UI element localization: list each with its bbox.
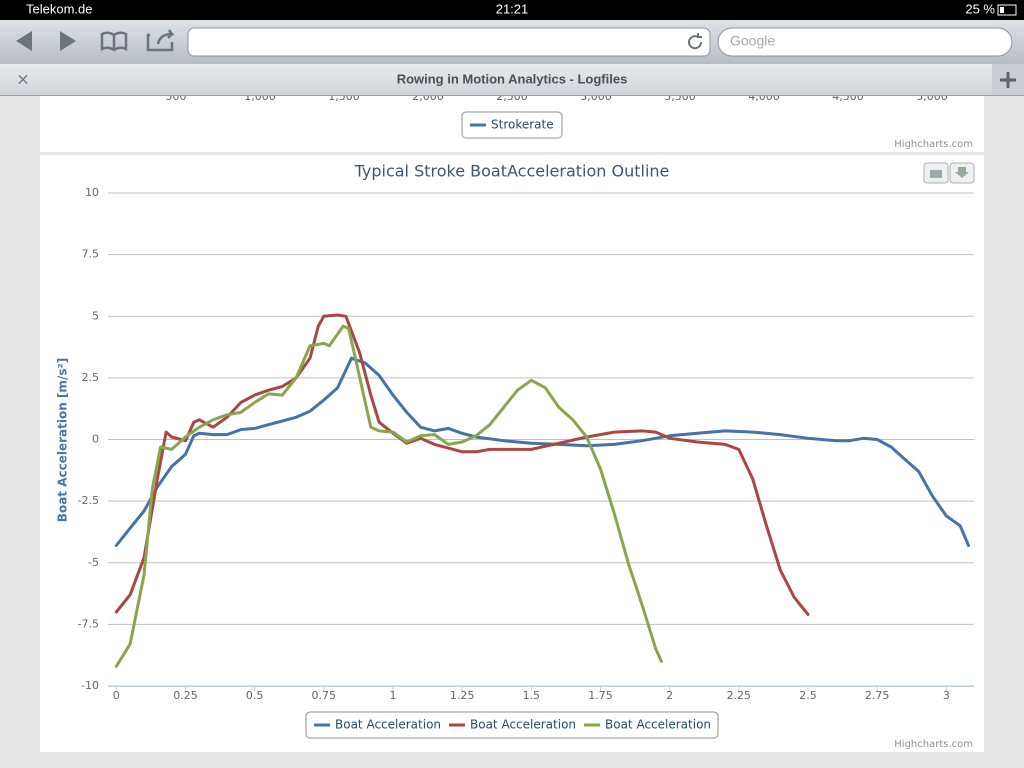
x-tick-label: 1.25 <box>450 689 475 702</box>
reload-button[interactable] <box>688 33 703 50</box>
bookmarks-button[interactable] <box>100 31 128 52</box>
search-placeholder: Google <box>730 33 775 49</box>
battery-level <box>1000 7 1004 13</box>
series-line <box>114 313 810 616</box>
address-bar[interactable] <box>187 27 711 57</box>
back-button[interactable] <box>16 31 32 51</box>
carrier: Telekom.de <box>26 1 92 16</box>
y-tick-label: 0 <box>92 433 99 446</box>
chart-title: Typical Stroke BoatAcceleration Outline <box>354 162 670 181</box>
y-tick-label: -5 <box>88 556 99 569</box>
x-tick-label: 2.75 <box>865 689 890 702</box>
battery-icon <box>997 4 1017 16</box>
x-tick-label: 3 <box>943 689 950 702</box>
export-icon <box>955 167 969 178</box>
credits[interactable]: Highcharts.com <box>894 739 973 750</box>
x-tick-label: 1.75 <box>588 689 613 702</box>
tab-bar <box>0 64 1024 96</box>
x-tick-label: 2.25 <box>727 689 752 702</box>
y-tick-label: 5 <box>92 309 99 322</box>
legend-box <box>305 711 719 739</box>
credits[interactable]: Highcharts.com <box>894 139 973 150</box>
plus-icon <box>1000 72 1016 88</box>
x-tick-label: 0.25 <box>173 689 198 702</box>
search-field[interactable] <box>717 27 1013 57</box>
battery-percent: 25 % <box>965 1 995 16</box>
x-tick-label: 0.5 <box>246 689 264 702</box>
legend-item[interactable]: Boat Acceleration <box>335 718 441 732</box>
legend-box <box>461 111 563 139</box>
y-tick-label: 7.5 <box>82 248 100 261</box>
close-tab-button[interactable]: × <box>16 70 29 89</box>
y-tick-label: 10 <box>85 186 99 199</box>
series-line <box>114 324 663 668</box>
x-tick-label: 2 <box>666 689 673 702</box>
share-button[interactable] <box>146 29 175 52</box>
legend-item[interactable]: Strokerate <box>491 118 554 132</box>
forward-button[interactable] <box>60 31 76 51</box>
y-tick-label: -7.5 <box>78 617 99 630</box>
x-tick-label: 1 <box>389 689 396 702</box>
y-tick-label: -2.5 <box>78 494 99 507</box>
legend-item[interactable]: Boat Acceleration <box>470 718 576 732</box>
chart-panel <box>40 155 984 752</box>
tab-title[interactable]: Rowing in Motion Analytics - Logfiles <box>397 71 628 86</box>
y-axis-label: Boat Acceleration [m/s²] <box>56 358 70 522</box>
x-tick-label: 1.5 <box>523 689 541 702</box>
x-tick-label: 2.5 <box>799 689 817 702</box>
y-tick-label: 2.5 <box>82 371 100 384</box>
print-icon <box>930 170 942 178</box>
clock: 21:21 <box>496 1 529 16</box>
status-bar <box>0 0 1024 20</box>
series-line <box>114 356 970 547</box>
y-tick-label: -10 <box>81 679 99 692</box>
x-tick-label: 0.75 <box>312 689 337 702</box>
legend-item[interactable]: Boat Acceleration <box>605 718 711 732</box>
x-tick-label: 0 <box>113 689 120 702</box>
web-content: Strokerate Highcharts.com Typical Stroke… <box>40 90 984 752</box>
